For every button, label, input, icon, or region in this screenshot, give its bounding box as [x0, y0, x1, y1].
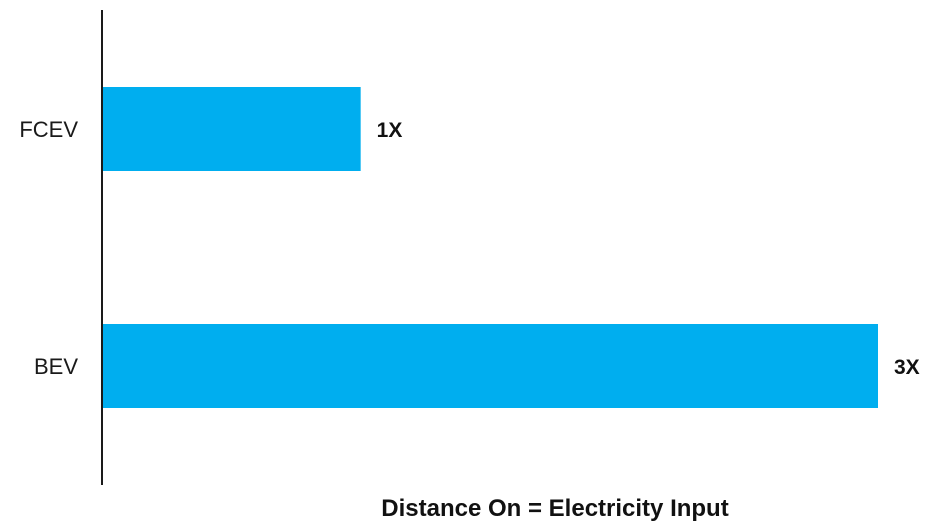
value-labels: 1X 3X	[377, 119, 920, 379]
category-labels: FCEV BEV	[19, 117, 78, 379]
category-label-bev: BEV	[34, 354, 78, 379]
bars-group	[102, 87, 878, 408]
value-label-fcev: 1X	[377, 119, 403, 142]
value-label-bev: 3X	[894, 356, 920, 379]
x-axis-title: Distance On = Electricity Input	[381, 495, 728, 522]
bar-fcev	[102, 87, 361, 171]
bar-bev	[102, 324, 878, 408]
category-label-fcev: FCEV	[19, 117, 78, 142]
